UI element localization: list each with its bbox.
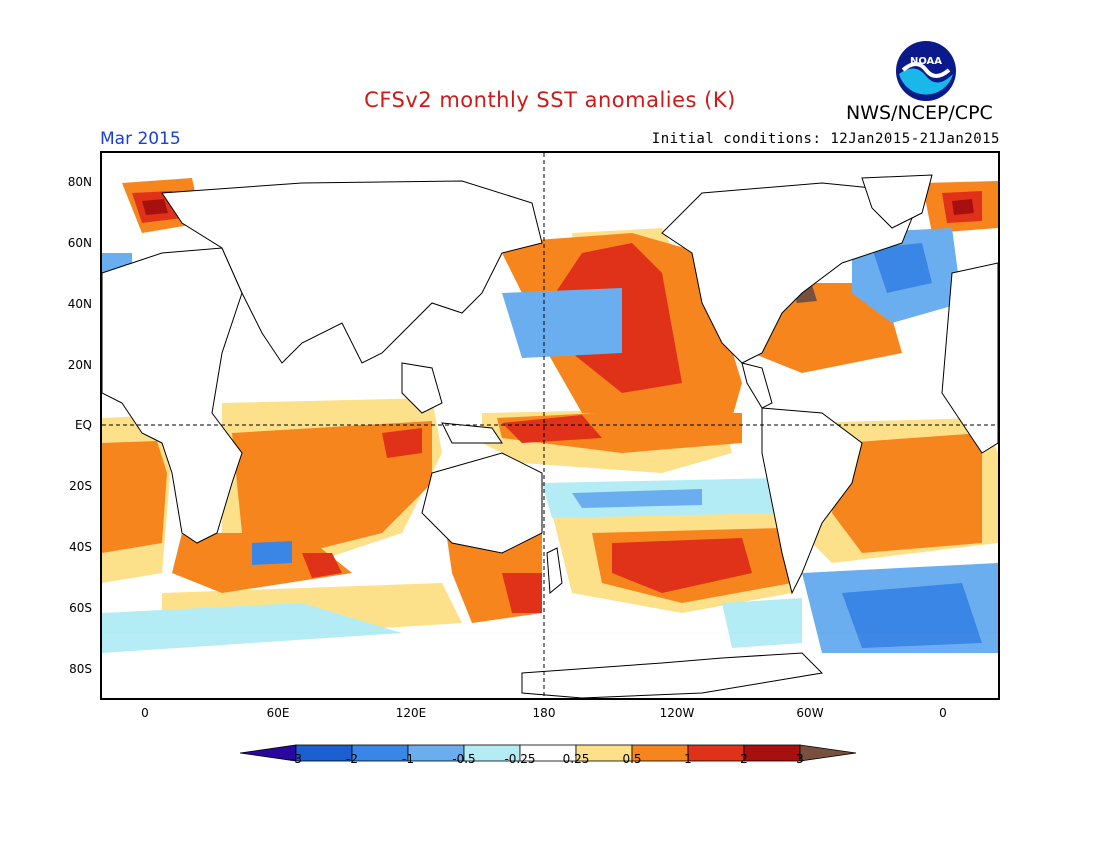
colorbar-label: 0.25 [562, 752, 590, 766]
land-outlines [102, 174, 998, 698]
colorbar-label: -0.5 [452, 752, 476, 766]
colorbar-label: -1 [402, 752, 414, 766]
map-title: CFSv2 monthly SST anomalies (K) [364, 88, 736, 112]
colorbar-arrow-high [799, 744, 857, 762]
lon-label: 60W [796, 706, 824, 720]
lon-label: 60E [266, 706, 290, 720]
colorbar [240, 744, 857, 762]
colorbar-label: 0.5 [622, 752, 642, 766]
logo-text: NOAA [910, 56, 942, 67]
colorbar-label: 1 [684, 752, 692, 766]
sst-anomaly-map [100, 151, 1000, 700]
colorbar-label: -0.25 [504, 752, 536, 766]
lat-label: 80S [69, 662, 92, 676]
map-canvas [102, 153, 998, 698]
lat-label: 40S [69, 540, 92, 554]
lat-label: 40N [67, 297, 92, 311]
colorbar-label: -2 [346, 752, 358, 766]
colorbar-label: 3 [796, 752, 804, 766]
lon-label: 120W [659, 706, 695, 720]
lat-label: 20S [69, 479, 92, 493]
lon-label: 180 [532, 706, 556, 720]
lat-label: 60S [69, 601, 92, 615]
lon-label: 0 [939, 706, 947, 720]
logo: NOAA [895, 40, 957, 102]
lat-label: 80N [67, 175, 92, 189]
lon-label: 120E [395, 706, 427, 720]
valid-month-label: Mar 2015 [100, 129, 181, 149]
initial-conditions-label: Initial conditions: 12Jan2015-21Jan2015 [651, 131, 1000, 147]
lat-label: EQ [74, 418, 92, 432]
lat-label: 20N [67, 358, 92, 372]
anomaly-shading [102, 178, 998, 653]
lon-label: 0 [141, 706, 149, 720]
organization-label: NWS/NCEP/CPC [846, 102, 993, 124]
lat-label: 60N [67, 236, 92, 250]
colorbar-label: 2 [740, 752, 748, 766]
colorbar-label: -3 [290, 752, 302, 766]
